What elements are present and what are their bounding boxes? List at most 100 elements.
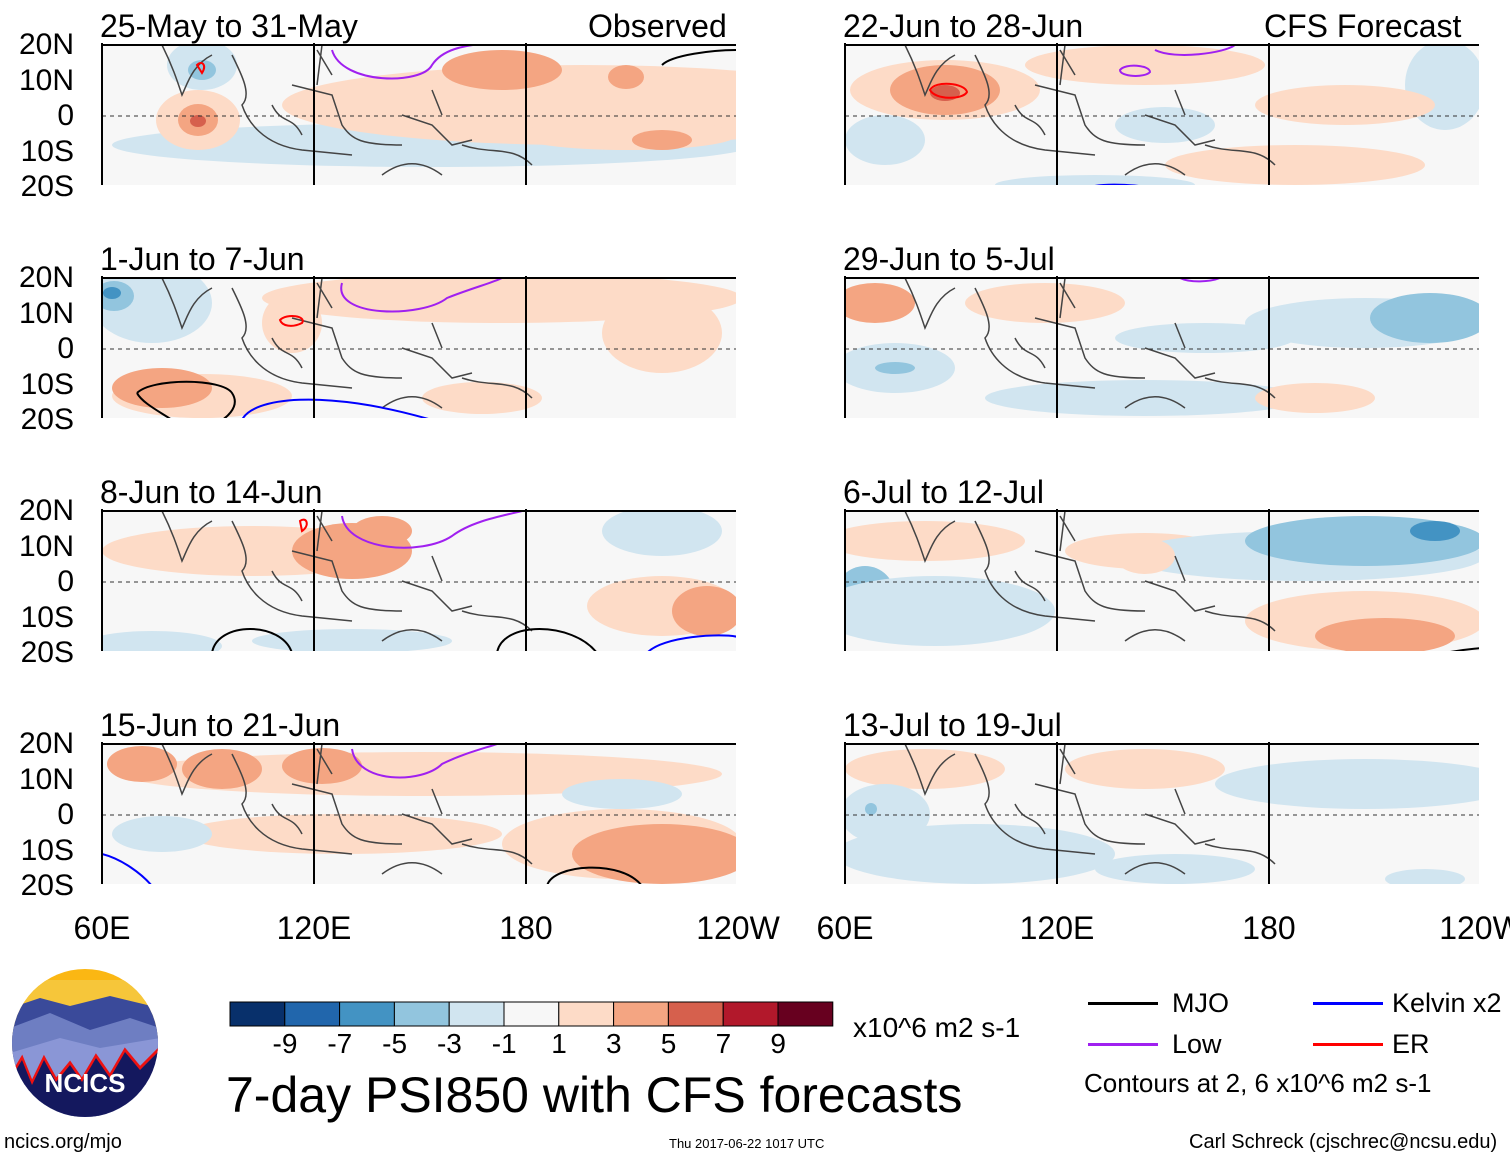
map-panel-observed [101, 276, 736, 418]
lon-tick-label: 120W [696, 910, 780, 946]
anomaly-region [1255, 85, 1435, 125]
anomaly-region [602, 293, 722, 373]
coastline [904, 278, 1276, 409]
colorbar-tick-label: 3 [606, 1028, 622, 1059]
anomaly-region [1025, 45, 1265, 85]
anomaly-region [1370, 293, 1479, 343]
lon-tick-label: 180 [499, 910, 553, 946]
colorbar-tick-label: -1 [491, 1028, 517, 1059]
legend-low: Low [1172, 1029, 1222, 1059]
anomaly-region [182, 749, 262, 789]
lon-tick-label: 120W [1439, 910, 1510, 946]
lat-tick-label: 20S [20, 869, 74, 902]
lon-tick-label: 60E [816, 910, 874, 946]
anomaly-region [930, 85, 960, 101]
footer-url[interactable]: ncics.org/mjo [4, 1131, 122, 1153]
lat-tick-label: 10N [18, 529, 74, 563]
colorbar-swatch [229, 1001, 286, 1027]
contour-line [278, 315, 304, 327]
map-panel-observed [101, 742, 736, 884]
lon-tick-label: 120E [1019, 910, 1095, 946]
lat-tick-label: 0 [57, 798, 74, 831]
contour-line [341, 511, 523, 549]
anomaly-region [1385, 869, 1465, 884]
colorbar-swatch [393, 1001, 450, 1027]
contour-line [1154, 45, 1236, 56]
anomaly-region [442, 50, 562, 90]
coastline [904, 744, 1276, 875]
ncics-logo: NCICS [12, 969, 158, 1117]
anomaly-region [672, 586, 736, 636]
anomaly-region [103, 287, 121, 299]
panel-title: 13-Jul to 19-Jul [843, 707, 1062, 743]
legend-mjo: MJO [1172, 988, 1229, 1018]
anomaly-region [632, 130, 692, 150]
map-panel-forecast [844, 509, 1479, 651]
contour-line [195, 62, 206, 75]
contour-line [546, 866, 642, 884]
anomaly-region [182, 814, 502, 854]
coastline [161, 278, 533, 409]
contour-line [351, 744, 498, 779]
colorbar-swatch [284, 1001, 341, 1027]
map-panel-observed [101, 509, 736, 651]
lat-tick-label: 20S [20, 403, 74, 436]
colorbar [229, 1001, 834, 1027]
anomaly-region [1115, 323, 1295, 353]
anomaly-region [112, 816, 212, 852]
lon-tick-label: 120E [276, 910, 352, 946]
colorbar-tick-label: 7 [715, 1028, 732, 1059]
anomaly-region [602, 511, 722, 556]
lat-tick-label: 20N [18, 261, 74, 294]
lat-tick-label: 10N [18, 762, 74, 796]
colorbar-swatch [448, 1001, 505, 1027]
anomaly-region [845, 824, 1115, 884]
lat-tick-label: 10N [18, 63, 74, 97]
map-panel-forecast [844, 742, 1479, 884]
legend-er: ER [1392, 1029, 1430, 1059]
panel-title: 22-Jun to 28-Jun [843, 8, 1084, 44]
lat-tick-label: 10S [20, 600, 74, 634]
colorbar-swatch [339, 1001, 395, 1027]
contour-line [647, 634, 736, 651]
lat-tick-label: 10N [18, 296, 74, 330]
anomaly-region [995, 175, 1195, 185]
colorbar-swatch [722, 1001, 779, 1027]
coastline [161, 511, 533, 642]
anomaly-region [1115, 107, 1215, 143]
anomaly-region [1215, 759, 1479, 809]
colorbar-tick-label: 5 [660, 1028, 677, 1059]
panel-title: 1-Jun to 7-Jun [100, 241, 305, 277]
anomaly-region [282, 748, 362, 784]
lat-tick-label: 0 [57, 332, 74, 365]
colorbar-swatch [558, 1001, 615, 1027]
lat-tick-label: 20S [20, 170, 74, 203]
logo-text: NCICS [45, 1068, 126, 1098]
colorbar-tick-label: 9 [770, 1028, 786, 1059]
contour-line [340, 278, 503, 313]
lat-tick-label: 20N [18, 727, 74, 760]
coastline [904, 511, 1276, 642]
anomaly-region [1115, 538, 1175, 574]
map-panel-observed [101, 43, 736, 185]
figure-title: 7-day PSI850 with CFS forecasts [226, 1067, 963, 1123]
colorbar-tick-label: -7 [327, 1028, 353, 1059]
anomaly-region [102, 631, 222, 651]
lat-tick-label: 20S [20, 636, 74, 669]
anomaly-region [845, 115, 925, 165]
colorbar-swatch [503, 1001, 560, 1027]
colorbar-tick-label: -3 [436, 1028, 462, 1059]
anomaly-region [1315, 618, 1455, 651]
anomaly-region [845, 576, 1055, 646]
contour-line [1450, 647, 1479, 651]
colorbar-swatch [777, 1001, 834, 1027]
cfs-forecast-label: CFS Forecast [1264, 8, 1462, 44]
anomaly-region [865, 803, 877, 815]
anomaly-region [845, 749, 1005, 789]
anomaly-region [252, 629, 452, 651]
legend-kelvin: Kelvin x2 [1392, 988, 1502, 1018]
panel-title: 6-Jul to 12-Jul [843, 474, 1044, 510]
observed-label: Observed [588, 8, 727, 44]
colorbar-swatch [667, 1001, 724, 1027]
contour-line [331, 45, 481, 80]
